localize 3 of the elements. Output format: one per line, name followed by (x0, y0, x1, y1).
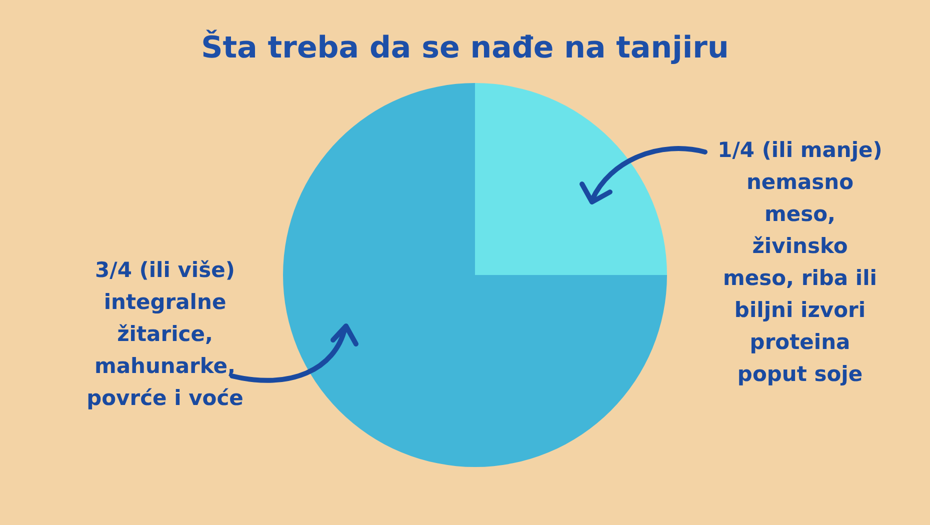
slice-label: 1/4 (ili manje) nemasno meso, živinsko meso, riba ili biljni izvori proteina poput soje (718, 138, 882, 386)
slice-label: 3/4 (ili više) integralne žitarice, mahunarke, povrće i voće (86, 258, 244, 410)
chart-title: Šta treba da se nađe na tanjiru (201, 30, 729, 66)
